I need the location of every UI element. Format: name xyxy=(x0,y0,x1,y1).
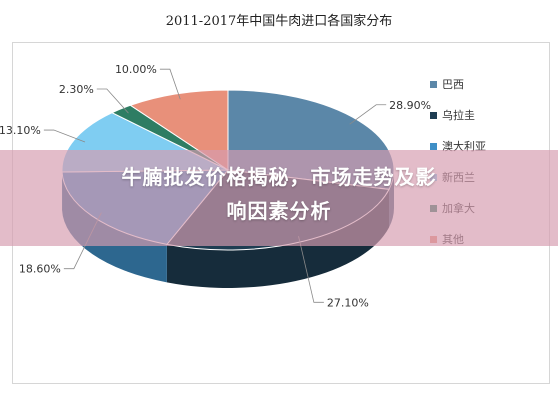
data-label-巴西: 28.90% xyxy=(389,99,431,112)
pie-side-澳大利亚 xyxy=(62,172,167,283)
overlay-headline-line2: 响因素分析 xyxy=(226,199,332,223)
leader-line-其他 xyxy=(159,68,181,100)
legend-swatch-澳大利亚 xyxy=(430,143,437,150)
pie-data-labels: 28.90% 27.10% 18.60% 13.10% 2.30% 10.00% xyxy=(0,63,431,309)
leader-line-新西兰 xyxy=(43,129,86,143)
data-label-新西兰: 13.10% xyxy=(0,124,41,137)
data-label-乌拉圭: 27.10% xyxy=(327,296,369,309)
legend-label-乌拉圭: 乌拉圭 xyxy=(442,108,475,122)
chart-title: 2011-2017年中国牛肉进口各国家分布 xyxy=(165,14,393,29)
overlay-banner xyxy=(0,150,558,246)
overlay-headline: 牛腩批发价格揭秘，市场走势及影 响因素分析 xyxy=(0,160,558,228)
pie-side-乌拉圭 xyxy=(166,189,390,288)
leader-line-乌拉圭 xyxy=(298,236,324,303)
data-label-加拿大: 2.30% xyxy=(59,83,94,96)
leader-line-加拿大 xyxy=(96,88,129,114)
leader-line-巴西 xyxy=(349,104,387,125)
legend-swatch-巴西 xyxy=(430,81,437,88)
legend-swatch-乌拉圭 xyxy=(430,112,437,119)
overlay-headline-line1: 牛腩批发价格揭秘，市场走势及影 xyxy=(121,165,437,189)
legend-label-巴西: 巴西 xyxy=(442,78,464,91)
data-label-其他: 10.00% xyxy=(115,63,157,76)
legend-label-澳大利亚: 澳大利亚 xyxy=(442,139,486,153)
data-label-澳大利亚: 18.60% xyxy=(19,263,61,276)
